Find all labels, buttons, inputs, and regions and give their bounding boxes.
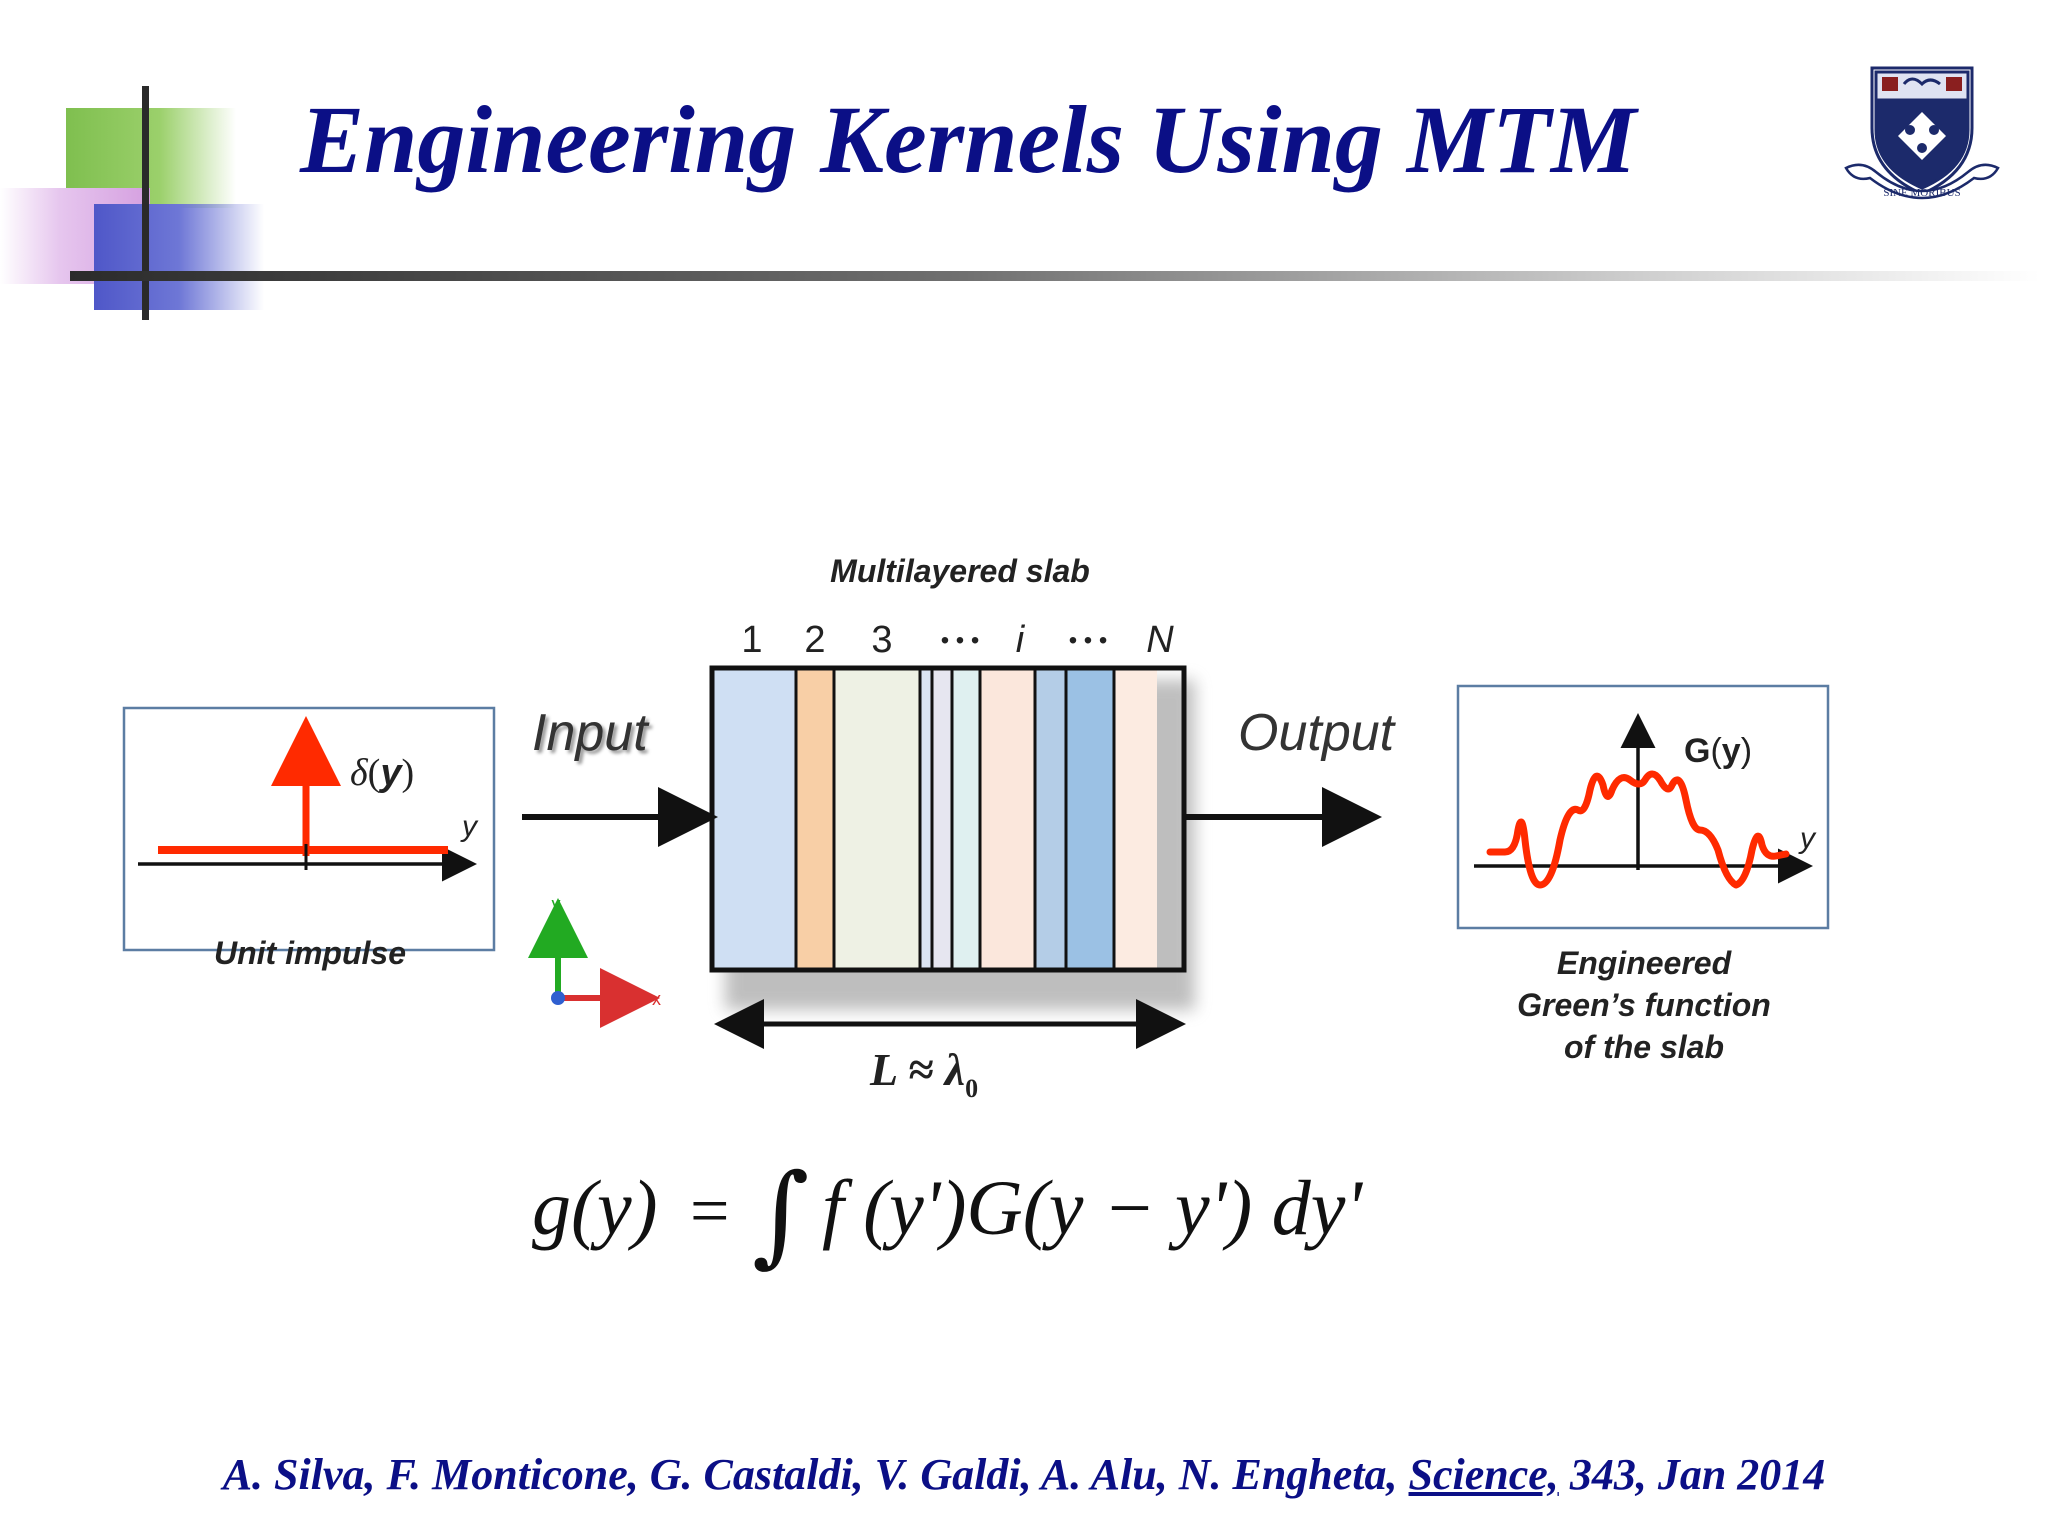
slab-layer [1066, 668, 1114, 970]
z-axis-dot [551, 991, 565, 1005]
layer-label-i: i [1016, 619, 1026, 661]
slab-layer [920, 668, 932, 970]
citation-authors: A. Silva, F. Monticone, G. Castaldi, V. … [222, 1450, 1409, 1499]
slab-layer [1114, 668, 1157, 970]
slab-layer [834, 668, 920, 970]
green-caption-line-1: Engineered [1557, 945, 1733, 981]
slab-layers [712, 668, 1157, 970]
coordinate-axes-icon: y x [528, 894, 661, 1028]
coord-x-label: x [652, 989, 661, 1009]
citation-details: 343, Jan 2014 [1558, 1450, 1826, 1499]
formula-rhs: f (y')G(y − y') dy' [822, 1164, 1363, 1251]
formula-integral-sign: ∫ [752, 1150, 809, 1278]
impulse-function-label: δ(y) [350, 752, 414, 794]
title-underline-rule [70, 271, 2040, 281]
formula-equals: = [690, 1173, 729, 1250]
logo-motto: SINE MORIBUS [1883, 187, 1960, 199]
slab-layer [952, 668, 980, 970]
university-crest-icon: SINE MORIBUS [1844, 66, 2000, 200]
green-caption-line-2: Green’s function [1517, 987, 1771, 1023]
formula-lhs: g(y) [532, 1164, 658, 1251]
slab-layer [796, 668, 834, 970]
layer-label-dots-1: • • • [941, 627, 980, 654]
green-caption-line-3: of the slab [1564, 1029, 1724, 1065]
slab-layer [932, 668, 952, 970]
layer-label-n: N [1146, 619, 1174, 661]
coord-y-label: y [552, 894, 561, 914]
decorative-vertical-line [142, 86, 149, 320]
slab-length-label: L ≈ λ0 [869, 1044, 978, 1103]
impulse-caption: Unit impulse [214, 935, 406, 971]
input-label: Input [532, 704, 650, 762]
citation: A. Silva, F. Monticone, G. Castaldi, V. … [40, 1447, 2008, 1503]
kernel-diagram: Multilayered slab 1 2 3 • • • i • • • N … [122, 553, 1830, 1103]
output-label: Output [1238, 704, 1397, 762]
green-function-label: G(y) [1684, 732, 1752, 770]
layer-label-3: 3 [871, 619, 892, 661]
green-function-curve [1486, 770, 1790, 889]
layer-label-2: 2 [804, 619, 825, 661]
decorative-blue-block [94, 204, 264, 310]
green-axis-label: y [1798, 822, 1817, 855]
slide-title: Engineering Kernels Using MTM [300, 86, 1637, 193]
layer-label-dots-2: • • • [1069, 627, 1108, 654]
slab-layer [980, 668, 1035, 970]
layer-label-1: 1 [741, 619, 762, 661]
convolution-formula: g(y) = ∫ f (y')G(y − y') dy' [532, 1150, 1363, 1278]
slab-title: Multilayered slab [830, 553, 1090, 589]
citation-journal-link[interactable]: Science, [1408, 1450, 1559, 1499]
green-function-panel [1456, 684, 1830, 930]
slab-layer [1035, 668, 1066, 970]
slab-layer [712, 668, 796, 970]
impulse-axis-label: y [460, 810, 479, 843]
